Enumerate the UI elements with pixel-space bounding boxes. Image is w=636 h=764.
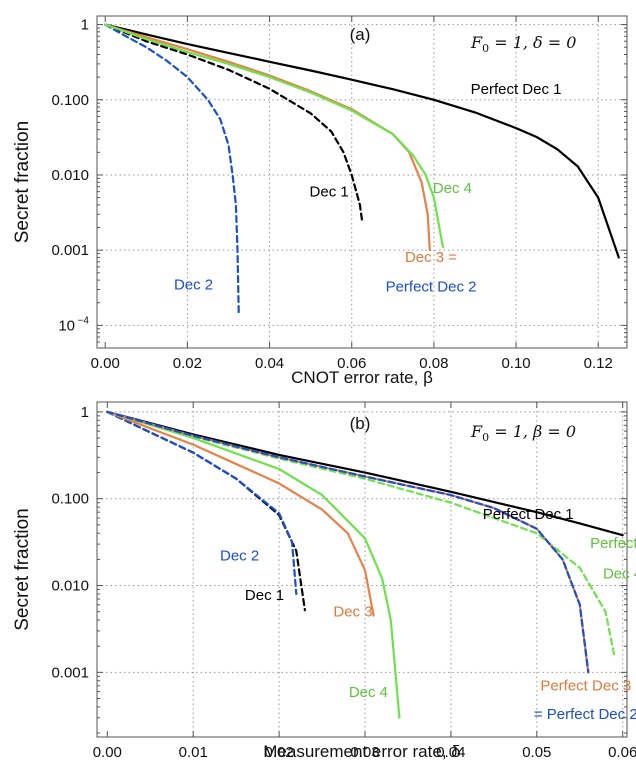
- y-tick-label: 0.001: [51, 664, 89, 681]
- x-tick-label: 0.02: [265, 744, 294, 761]
- series-annotation: Perfect Dec 1: [483, 506, 574, 523]
- series-annotation: Dec 2: [174, 276, 213, 293]
- x-tick-label: 0.03: [350, 744, 379, 761]
- panel-label: (b): [350, 414, 371, 433]
- x-tick-label: 0.02: [173, 355, 202, 372]
- y-tick-label: 10: [58, 317, 75, 334]
- series-annotation: Dec 1: [310, 183, 349, 200]
- x-tick-label: 0.06: [337, 355, 366, 372]
- x-axis-label: CNOT error rate, β: [291, 368, 433, 387]
- series-annotation: Perfect Dec 2: [386, 279, 477, 296]
- x-tick-label: 0.08: [419, 355, 448, 372]
- series-line-dec-4: [106, 410, 401, 719]
- series-line-dec-3: [106, 410, 375, 617]
- parameter-label: F0 = 1, δ = 0: [470, 33, 576, 55]
- series-line-dec-2: [104, 23, 240, 314]
- axis-ticks: [97, 16, 627, 349]
- x-tick-label: 0.01: [179, 744, 208, 761]
- series-annotation: Dec 4: [433, 180, 472, 197]
- series-annotation: Dec 3: [333, 603, 372, 620]
- x-tick-label: 0.04: [255, 355, 284, 372]
- y-axis-label: Secret fraction: [12, 121, 33, 244]
- series-line-dec-2: [106, 410, 298, 595]
- axis-ticks: [97, 402, 627, 737]
- series-annotation: Perfect: [590, 535, 636, 552]
- grid: [97, 16, 627, 348]
- x-tick-label: 0.04: [436, 744, 465, 761]
- series-line-perfect-dec-1: [106, 410, 624, 537]
- x-tick-label: 0.12: [584, 355, 613, 372]
- x-tick-label: 0.00: [93, 744, 122, 761]
- parameter-symbol: F: [470, 33, 483, 52]
- y-tick-label: 1: [81, 404, 89, 421]
- y-tick-label: 0.100: [51, 491, 89, 508]
- series-annotation: Perfect Dec 1: [471, 81, 562, 98]
- parameter-symbol: F: [470, 422, 483, 441]
- parameter-values: = 1, β = 0: [489, 422, 576, 441]
- x-tick-label: 0.05: [522, 744, 551, 761]
- series-annotation: Dec 3 =: [405, 249, 457, 266]
- series-annotation: = Perfect Dec 2: [534, 706, 636, 723]
- y-tick-label: 1: [81, 17, 89, 34]
- series-annotation: Dec 1: [245, 587, 284, 604]
- y-axis-label: Secret fraction: [12, 508, 33, 631]
- grid: [97, 402, 627, 737]
- panel-b-chart: 0.00 0.01 0.02 0.03 0.04 0.05 0.06 0.001 0.010 0.…: [12, 401, 636, 761]
- series-line-perfect-dec-1: [104, 23, 620, 259]
- series-annotation: Dec 2: [220, 547, 259, 564]
- x-tick-label: 0.10: [501, 355, 530, 372]
- panel-label: (a): [350, 25, 371, 44]
- x-tick-label: 0.00: [91, 355, 120, 372]
- plot-frame: [96, 15, 628, 349]
- y-tick-label: 0.100: [51, 92, 89, 109]
- x-tick-label: 0.06: [608, 744, 636, 761]
- series-annotation: Perfect Dec 3: [540, 677, 631, 694]
- y-tick-exponent: −4: [78, 315, 90, 326]
- y-tick-label: 0.010: [51, 167, 89, 184]
- series-line-dec-3: [104, 23, 431, 252]
- series-line-dec-1: [104, 23, 364, 222]
- y-tick-label: 0.001: [51, 242, 89, 259]
- series-lines: [104, 23, 620, 314]
- series-annotation: Dec 4: [603, 566, 636, 583]
- x-axis-label: Measurement error rate, δ: [263, 742, 460, 761]
- series-line-perfect-dec-3: [106, 410, 590, 674]
- y-tick-label: 0.010: [51, 578, 89, 595]
- series-line-perfect-dec-2: [106, 410, 590, 674]
- series-lines: [106, 410, 624, 719]
- parameter-values: = 1, δ = 0: [489, 33, 576, 52]
- parameter-subscript: 0: [482, 42, 489, 55]
- plot-frame: [96, 401, 628, 738]
- parameter-subscript: 0: [482, 431, 489, 444]
- series-annotation: Dec 4: [349, 684, 388, 701]
- parameter-label: F0 = 1, β = 0: [470, 422, 576, 444]
- series-line-dec-4: [104, 23, 444, 249]
